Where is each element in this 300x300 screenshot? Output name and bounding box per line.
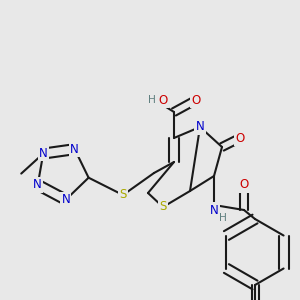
Text: N: N [210, 203, 218, 217]
Text: N: N [70, 143, 79, 156]
Text: S: S [119, 188, 127, 202]
Text: N: N [61, 193, 70, 206]
Text: N: N [33, 178, 42, 191]
Text: N: N [39, 147, 48, 160]
Text: H: H [148, 95, 156, 105]
Text: O: O [191, 94, 201, 106]
Text: H: H [219, 213, 227, 223]
Text: O: O [158, 94, 168, 106]
Text: S: S [159, 200, 167, 214]
Text: N: N [196, 121, 204, 134]
Text: O: O [239, 178, 249, 191]
Text: O: O [236, 131, 244, 145]
